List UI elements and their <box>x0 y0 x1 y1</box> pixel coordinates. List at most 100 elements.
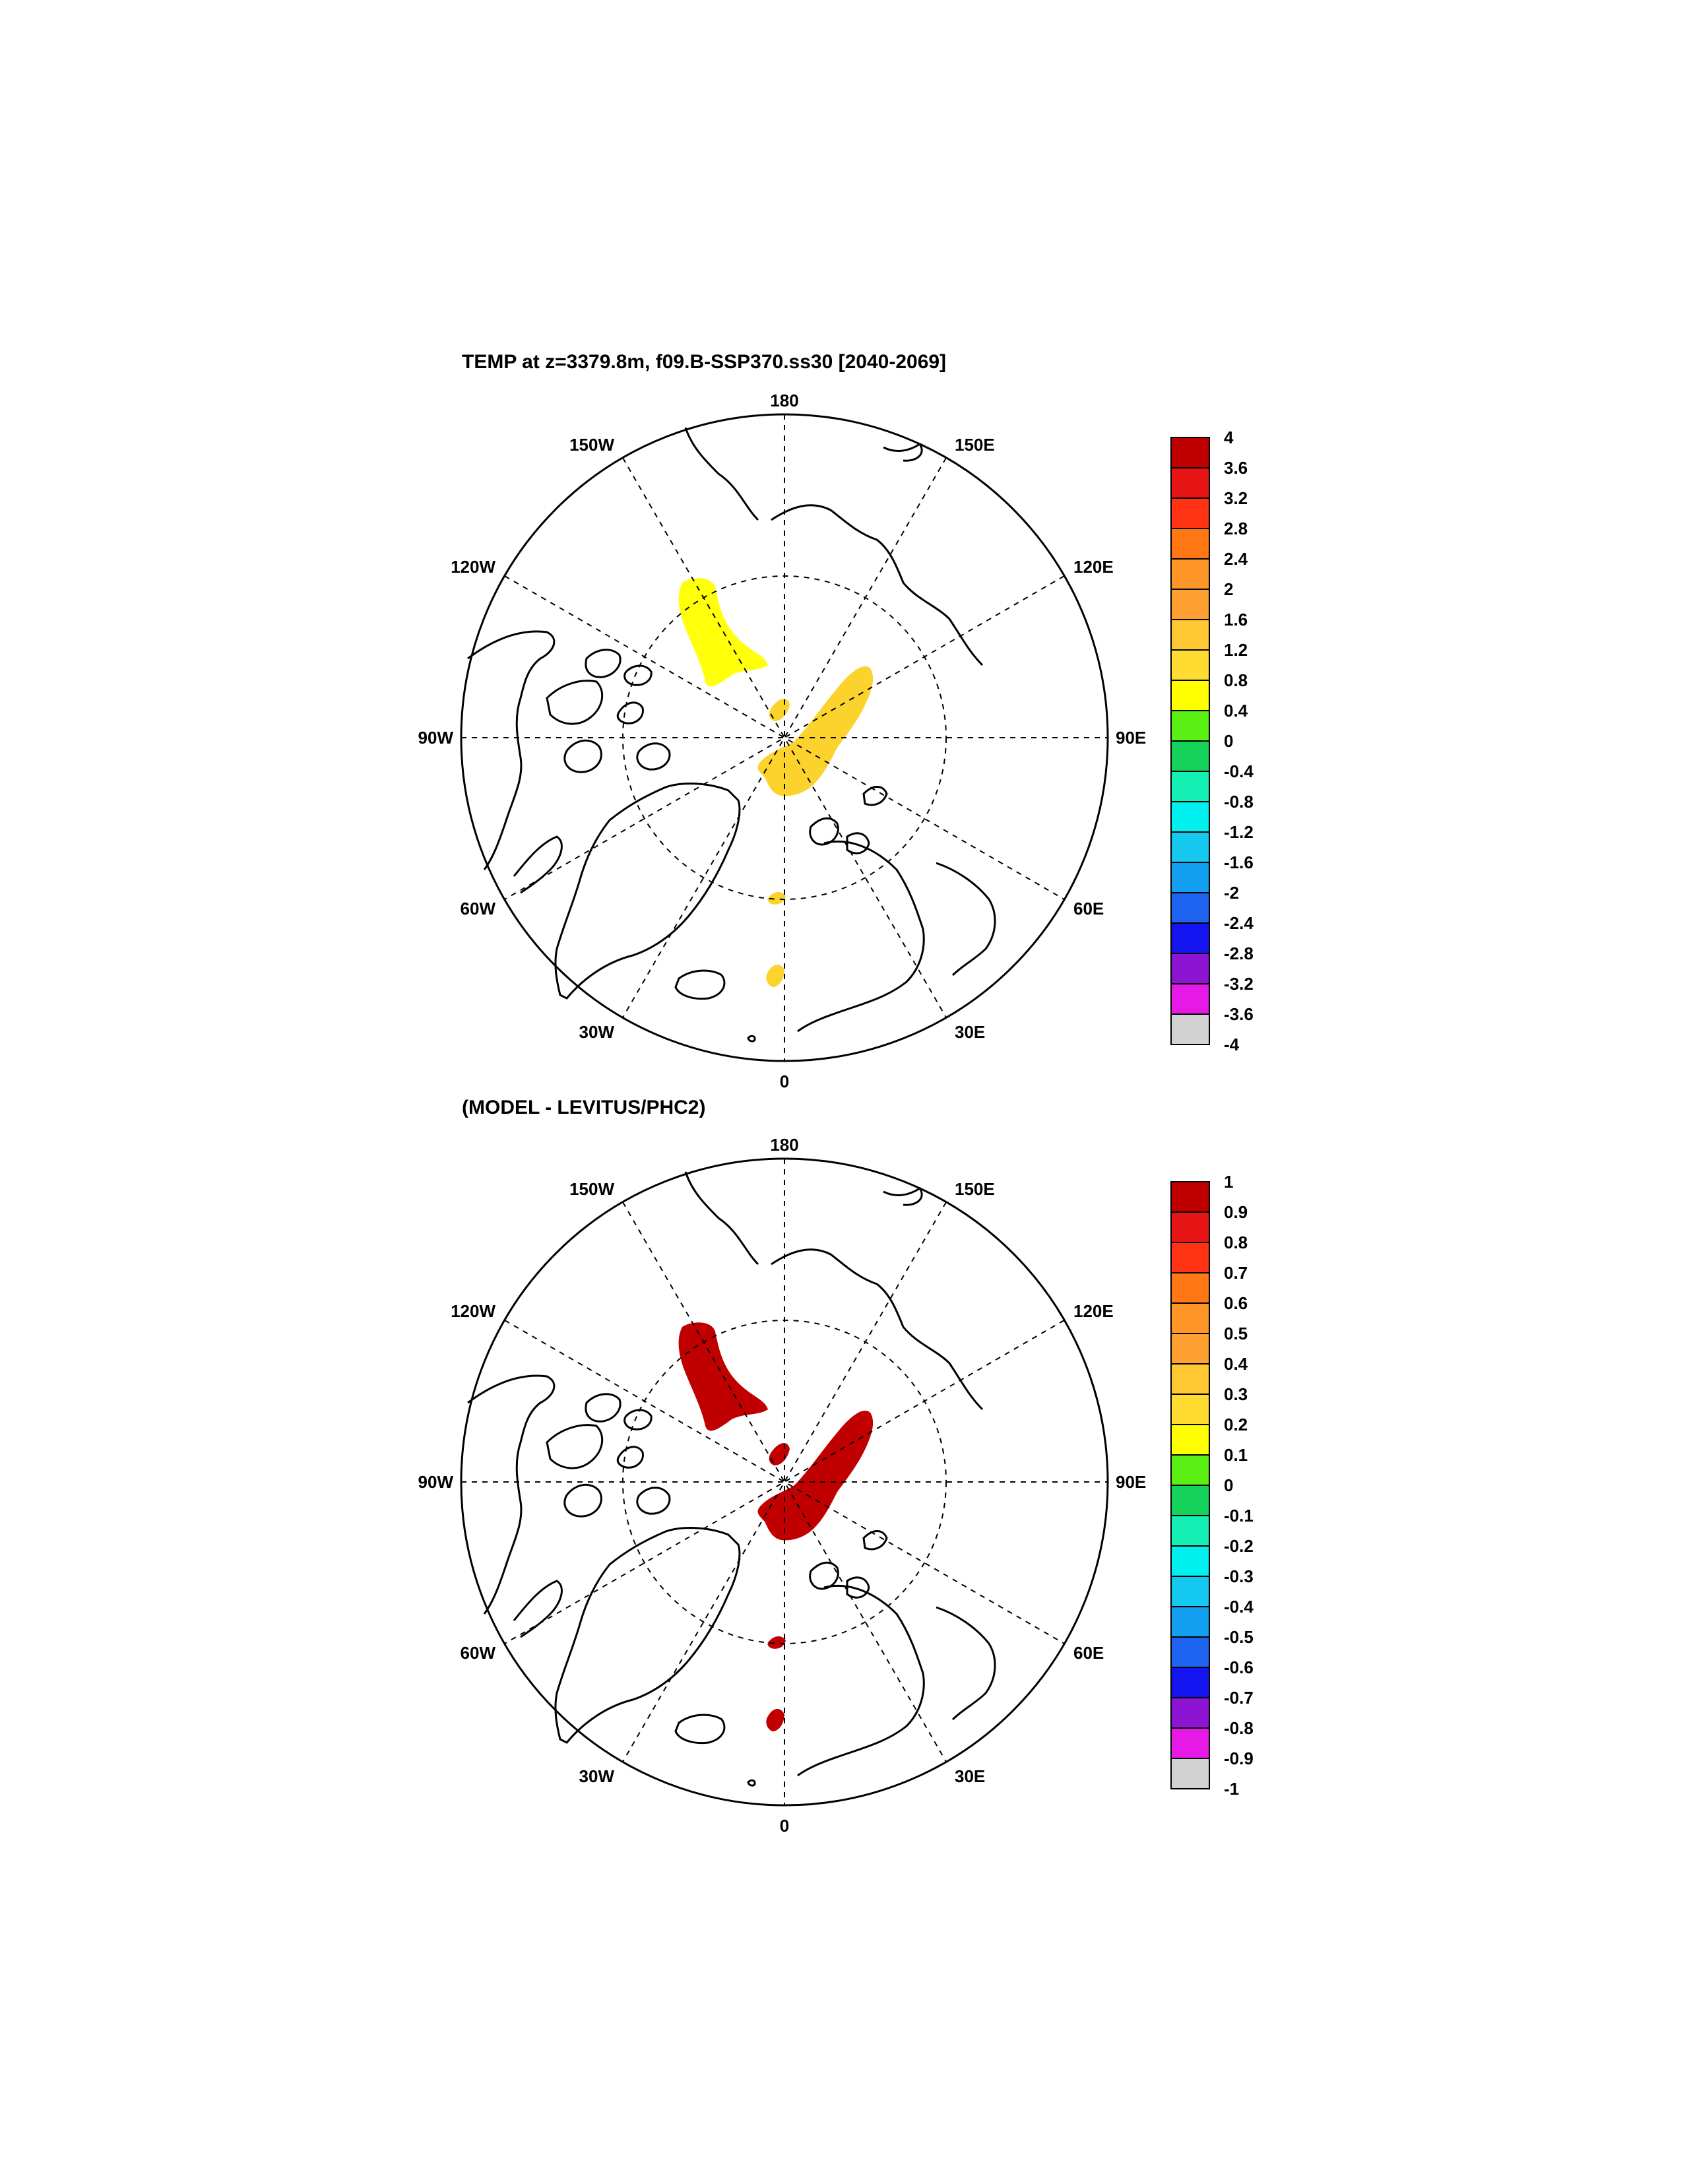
colorbar-2: 1 0.9 0.8 0.7 0.6 0.5 0.4 0.3 0.2 0.1 0 … <box>1170 1172 1254 1799</box>
colorbar-1-box-10 <box>1170 740 1210 772</box>
polar-map-2: 180 0 90W 90E 150W 150E 120W 120E 60W 60… <box>418 1135 1147 1836</box>
colorbar-2-label-15: -0.5 <box>1224 1627 1254 1647</box>
colorbar-1-label-15: -2 <box>1224 883 1239 903</box>
panel-2: (MODEL - LEVITUS/PHC2) 180 0 90W 90E <box>418 1097 1254 1836</box>
lon-label-90e: 90E <box>1116 728 1146 748</box>
anomaly-patch-small-c-1 <box>766 965 784 987</box>
anomaly-patch-small-a-1 <box>769 698 790 721</box>
lon-label-30w: 30W <box>579 1766 615 1786</box>
colorbar-1-label-20: -4 <box>1224 1035 1240 1054</box>
colorbar-1-box-14 <box>1170 862 1210 893</box>
colorbar-1-box-19 <box>1170 1013 1210 1045</box>
colorbar-1-box-9 <box>1170 710 1210 742</box>
graticule-2 <box>461 1159 1108 1805</box>
anomaly-patch-center-1 <box>757 666 874 796</box>
panel-1: TEMP at z=3379.8m, f09.B-SSP370.ss30 [20… <box>418 351 1254 1091</box>
anomaly-patch-small-b-2 <box>767 1636 786 1649</box>
colorbar-2-box-8 <box>1170 1424 1210 1456</box>
anomaly-patch-small-a-2 <box>769 1442 790 1465</box>
colorbar-1-box-1 <box>1170 467 1210 499</box>
colorbar-1-label-9: 0.4 <box>1224 701 1248 721</box>
colorbar-2-label-8: 0.2 <box>1224 1415 1248 1434</box>
colorbar-2-box-2 <box>1170 1242 1210 1273</box>
colorbar-2-label-18: -0.8 <box>1224 1718 1254 1738</box>
colorbar-2-label-3: 0.7 <box>1224 1263 1248 1283</box>
lon-label-30e: 30E <box>955 1766 985 1786</box>
colorbar-2-label-14: -0.4 <box>1224 1597 1254 1617</box>
panel-1-title: TEMP at z=3379.8m, f09.B-SSP370.ss30 [20… <box>462 351 946 373</box>
panel-2-title: (MODEL - LEVITUS/PHC2) <box>462 1097 705 1118</box>
colorbar-1-box-2 <box>1170 498 1210 529</box>
colorbar-2-label-2: 0.8 <box>1224 1233 1248 1252</box>
lon-label-180: 180 <box>770 1135 798 1155</box>
lon-label-150w: 150W <box>569 435 614 455</box>
colorbar-2-label-7: 0.3 <box>1224 1384 1248 1404</box>
colorbar-2-label-10: 0 <box>1224 1475 1233 1495</box>
colorbar-2-box-14 <box>1170 1606 1210 1638</box>
colorbar-2-box-16 <box>1170 1667 1210 1698</box>
colorbar-2-label-17: -0.7 <box>1224 1688 1254 1708</box>
lon-label-60w: 60W <box>461 1643 496 1663</box>
colorbar-1-label-3: 2.8 <box>1224 519 1248 538</box>
colorbar-1-label-19: -3.6 <box>1224 1004 1254 1024</box>
colorbar-1-label-10: 0 <box>1224 731 1233 751</box>
colorbar-1-label-4: 2.4 <box>1224 549 1248 569</box>
lon-label-60e: 60E <box>1073 899 1104 918</box>
colorbar-1-label-5: 2 <box>1224 579 1233 599</box>
lon-label-0: 0 <box>780 1072 789 1091</box>
map-boundary-2 <box>460 1157 1109 1807</box>
colorbar-1-label-7: 1.2 <box>1224 640 1248 660</box>
colorbar-2-box-12 <box>1170 1545 1210 1577</box>
colorbar-1-box-12 <box>1170 801 1210 833</box>
colorbar-2-box-13 <box>1170 1576 1210 1607</box>
colorbar-2-box-9 <box>1170 1454 1210 1486</box>
colorbar-2-box-6 <box>1170 1363 1210 1395</box>
lon-label-90e: 90E <box>1116 1472 1146 1492</box>
colorbar-1-label-1: 3.6 <box>1224 458 1248 478</box>
colorbar-1-box-15 <box>1170 892 1210 924</box>
colorbar-1-box-5 <box>1170 589 1210 620</box>
colorbar-1-box-3 <box>1170 528 1210 560</box>
lon-label-150e: 150E <box>955 1179 995 1199</box>
lon-label-60w: 60W <box>461 899 496 918</box>
colorbar-1-label-8: 0.8 <box>1224 670 1248 690</box>
colorbar-1-label-12: -0.8 <box>1224 792 1254 812</box>
colorbar-1-box-4 <box>1170 558 1210 590</box>
polar-map-1: 180 0 90W 90E 150W 150E 120W 120E 60W 60… <box>418 391 1147 1091</box>
colorbar-1-label-17: -2.8 <box>1224 944 1254 963</box>
colorbar-2-box-11 <box>1170 1515 1210 1547</box>
lon-label-30e: 30E <box>955 1022 985 1042</box>
colorbar-2-label-6: 0.4 <box>1224 1354 1248 1374</box>
colorbar-1-box-0 <box>1170 437 1210 468</box>
colorbar-1-label-18: -3.2 <box>1224 974 1254 994</box>
colorbar-2-box-10 <box>1170 1485 1210 1516</box>
colorbar-1-label-13: -1.2 <box>1224 822 1254 842</box>
lon-label-30w: 30W <box>579 1022 615 1042</box>
colorbar-2-label-5: 0.5 <box>1224 1324 1248 1343</box>
colorbar-2-box-1 <box>1170 1211 1210 1243</box>
colorbar-1-box-16 <box>1170 922 1210 954</box>
lon-label-120w: 120W <box>451 1301 495 1321</box>
colorbar-2-box-3 <box>1170 1272 1210 1304</box>
colorbar-1-box-6 <box>1170 619 1210 651</box>
colorbar-2-label-20: -1 <box>1224 1779 1239 1799</box>
colorbar-2-label-16: -0.6 <box>1224 1657 1254 1677</box>
colorbar-2-label-13: -0.3 <box>1224 1566 1254 1586</box>
lon-label-180: 180 <box>770 391 798 410</box>
lon-label-150e: 150E <box>955 435 995 455</box>
colorbar-1-box-17 <box>1170 953 1210 984</box>
lon-label-0: 0 <box>780 1816 789 1836</box>
colorbar-2-label-9: 0.1 <box>1224 1445 1248 1465</box>
colorbar-2-label-4: 0.6 <box>1224 1293 1248 1313</box>
colorbar-1-label-16: -2.4 <box>1224 913 1254 933</box>
colorbar-2-box-5 <box>1170 1333 1210 1365</box>
graticule-1 <box>461 414 1108 1061</box>
colorbar-1-label-0: 4 <box>1224 428 1234 447</box>
colorbar-1-label-6: 1.6 <box>1224 610 1248 629</box>
colorbar-2-label-1: 0.9 <box>1224 1202 1248 1222</box>
anomaly-patch-center-2 <box>757 1410 874 1541</box>
lon-label-60e: 60E <box>1073 1643 1104 1663</box>
colorbar-1-label-11: -0.4 <box>1224 761 1254 781</box>
colorbar-1-label-14: -1.6 <box>1224 852 1254 872</box>
colorbar-1-label-2: 3.2 <box>1224 488 1248 508</box>
